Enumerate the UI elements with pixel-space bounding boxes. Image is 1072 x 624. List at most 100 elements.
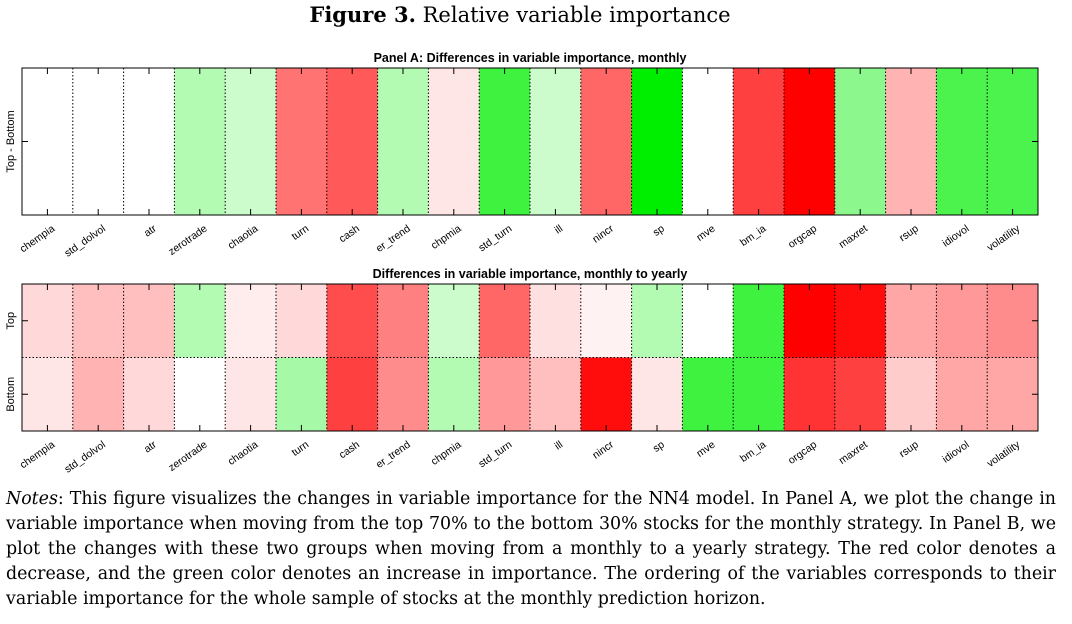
heatmap-cell [479, 68, 531, 216]
figure-title-text: Relative variable importance [422, 3, 731, 27]
heatmap-cell [936, 284, 988, 358]
heatmap-cell [428, 68, 480, 216]
x-tick-label: chaotia [226, 223, 261, 252]
heatmap-cell [580, 284, 632, 358]
heatmap-cell [479, 284, 531, 358]
x-tick-label: cash [337, 223, 362, 246]
heatmap-cell [377, 357, 429, 432]
heatmap-cell [276, 357, 328, 432]
heatmap-cell [580, 68, 632, 216]
x-tick-label: nincr [590, 438, 616, 461]
heatmap-cell [123, 284, 175, 358]
row-label: Top [5, 312, 17, 330]
panel-border-2 [21, 283, 1039, 432]
heatmap-cell [834, 357, 886, 432]
heatmap-cell [885, 357, 937, 432]
heatmap-cell [784, 284, 836, 358]
x-tick-label: zerotrade [166, 439, 209, 474]
heatmap-cell [784, 357, 836, 432]
heatmap-cell [72, 357, 124, 432]
x-tick-label: ill [553, 223, 566, 237]
heatmap-cell [377, 68, 429, 216]
heatmap-cell [682, 357, 734, 432]
heatmap-cell [22, 284, 74, 358]
x-tick-label: nincr [590, 222, 616, 245]
x-tick-label: atr [142, 222, 159, 239]
x-tick-label: sp [651, 223, 667, 239]
heatmap-cell [631, 357, 683, 432]
x-tick-label: maxret [837, 223, 870, 251]
x-tick-label: chaotia [226, 439, 261, 468]
heatmap-cell [885, 68, 937, 216]
x-tick-label: zerotrade [166, 223, 209, 258]
x-tick-label: atr [142, 438, 159, 455]
heatmap-cell [326, 68, 378, 216]
x-tick-label: orgcap [786, 439, 819, 467]
x-tick-label: std_turn [476, 223, 514, 255]
x-tick-label: er_trend [374, 223, 413, 255]
heatmap-cell [276, 68, 328, 216]
x-tick-label: er_trend [374, 439, 413, 471]
heatmap-cell [123, 357, 175, 432]
heatmap-cell [174, 284, 226, 358]
figure-label: Figure 3. [309, 2, 416, 27]
heatmap-cell [225, 68, 277, 216]
x-tick-label: std_dolvol [62, 439, 108, 476]
heatmap-cell [225, 284, 277, 358]
heatmap-cell [276, 284, 328, 358]
panel-title-1: Panel A: Differences in variable importa… [374, 51, 687, 65]
notes-text: : This figure visualizes the changes in … [6, 489, 1056, 609]
x-tick-label: chempia [18, 439, 58, 472]
heatmap-cell [631, 284, 683, 358]
heatmap-cell [682, 284, 734, 358]
heatmap-cell [326, 357, 378, 432]
x-tick-label: bm_ia [738, 223, 768, 249]
heatmap-cell [885, 284, 937, 358]
heatmap-cell [987, 68, 1039, 216]
x-tick-label: bm_ia [738, 439, 768, 465]
x-tick-label: volatility [985, 222, 1023, 254]
x-tick-label: std_dolvol [62, 223, 108, 260]
heatmap-cell [326, 284, 378, 358]
x-tick-label: idiovol [940, 439, 971, 466]
heatmap-cell [733, 357, 785, 432]
x-tick-label: rsup [897, 439, 921, 461]
heatmap-cell [377, 284, 429, 358]
x-tick-label: mve [694, 223, 717, 244]
x-tick-label: chpmia [429, 439, 464, 468]
x-tick-label: maxret [837, 439, 870, 467]
heatmap-cell [530, 284, 582, 358]
x-tick-label: rsup [897, 223, 921, 245]
heatmap-cell [22, 68, 74, 216]
heatmap-cell [682, 68, 734, 216]
notes-label: Notes [6, 489, 58, 509]
heatmap-cell [834, 68, 886, 216]
row-label: Top - Bottom [5, 110, 17, 172]
heatmap-cell [428, 284, 480, 358]
heatmap-cell [72, 284, 124, 358]
panel-title-2: Differences in variable importance, mont… [373, 267, 688, 281]
heatmap-cell [987, 357, 1039, 432]
heatmap-cell [580, 357, 632, 432]
x-tick-label: mve [694, 439, 717, 460]
x-tick-label: chempia [18, 223, 58, 256]
figure-notes: Notes: This figure visualizes the change… [6, 487, 1056, 612]
x-tick-label: turn [289, 223, 311, 243]
heatmap-cell [225, 357, 277, 432]
x-tick-label: chpmia [429, 223, 464, 252]
heatmap-cell [834, 284, 886, 358]
x-tick-label: volatility [985, 438, 1023, 470]
x-tick-label: orgcap [786, 223, 819, 251]
row-label: Bottom [5, 377, 17, 412]
heatmap-cell [733, 68, 785, 216]
heatmap-cell [530, 68, 582, 216]
heatmap-cell [72, 68, 124, 216]
x-tick-label: cash [337, 439, 362, 462]
heatmap-cell [936, 68, 988, 216]
heatmap-cell [22, 357, 74, 432]
heatmap-cell [733, 284, 785, 358]
figure-title: Figure 3. Relative variable importance [0, 2, 1040, 27]
heatmap-figure: Panel A: Differences in variable importa… [5, 51, 1039, 476]
heatmap-cell [784, 68, 836, 216]
heatmap-cell [174, 357, 226, 432]
